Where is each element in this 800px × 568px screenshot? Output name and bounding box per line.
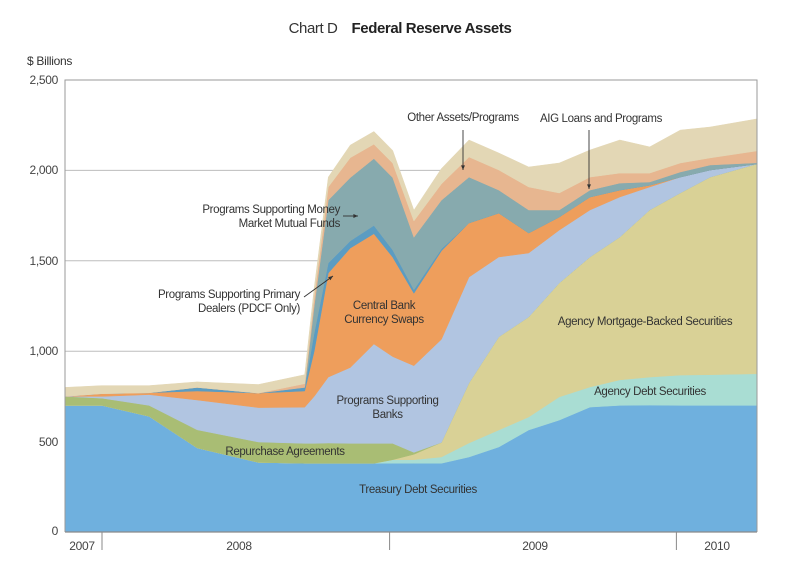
label-programs-supporting-banks: Programs Supporting Banks xyxy=(336,395,439,421)
chart-title: Chart D Federal Reserve Assets xyxy=(0,20,800,37)
annotation-arrows xyxy=(303,130,591,298)
aig-arrow-head xyxy=(587,184,591,189)
plot-frame xyxy=(64,79,758,550)
y-axis-unit: $ Billions xyxy=(27,54,73,68)
mmmf-arrow-head xyxy=(353,214,358,218)
y-tick-label: 2,000 xyxy=(29,163,58,177)
x-year-label: 2008 xyxy=(226,539,252,553)
label-aig: AIG Loans and Programs xyxy=(539,113,663,125)
label-agency-mbs: Agency Mortgage-Backed Securities xyxy=(557,316,733,328)
area-layers xyxy=(64,118,758,533)
y-tick-label: 2,500 xyxy=(29,73,58,87)
x-year-label: 2009 xyxy=(522,539,548,553)
pdcf-arrow-head xyxy=(328,276,333,281)
label-other-assets: Other Assets/Programs xyxy=(407,112,519,124)
pdcf-arrow xyxy=(303,275,334,298)
label-pdcf: Programs Supporting Primary Dealers (PDC… xyxy=(157,289,300,315)
plot-border xyxy=(64,79,758,532)
chart-number: Chart D xyxy=(288,20,338,37)
label-mmmf: Programs Supporting Money Market Mutual … xyxy=(202,204,340,230)
y-tick-label: 1,000 xyxy=(29,344,58,358)
label-treasury: Treasury Debt Securities xyxy=(359,484,477,496)
x-year-label: 2007 xyxy=(69,539,95,553)
x-year-label: 2010 xyxy=(704,539,730,553)
y-tick-label: 0 xyxy=(51,524,59,538)
y-tick-label: 500 xyxy=(38,435,58,449)
other-assets-arrow-head xyxy=(461,165,465,170)
label-agency-debt: Agency Debt Securities xyxy=(594,386,706,398)
label-repurchase-agreements: Repurchase Agreements xyxy=(225,446,345,458)
label-currency-swaps: Central Bank Currency Swaps xyxy=(344,300,424,326)
y-tick-label: 1,500 xyxy=(29,254,58,268)
chart-title-text: Federal Reserve Assets xyxy=(351,20,512,37)
